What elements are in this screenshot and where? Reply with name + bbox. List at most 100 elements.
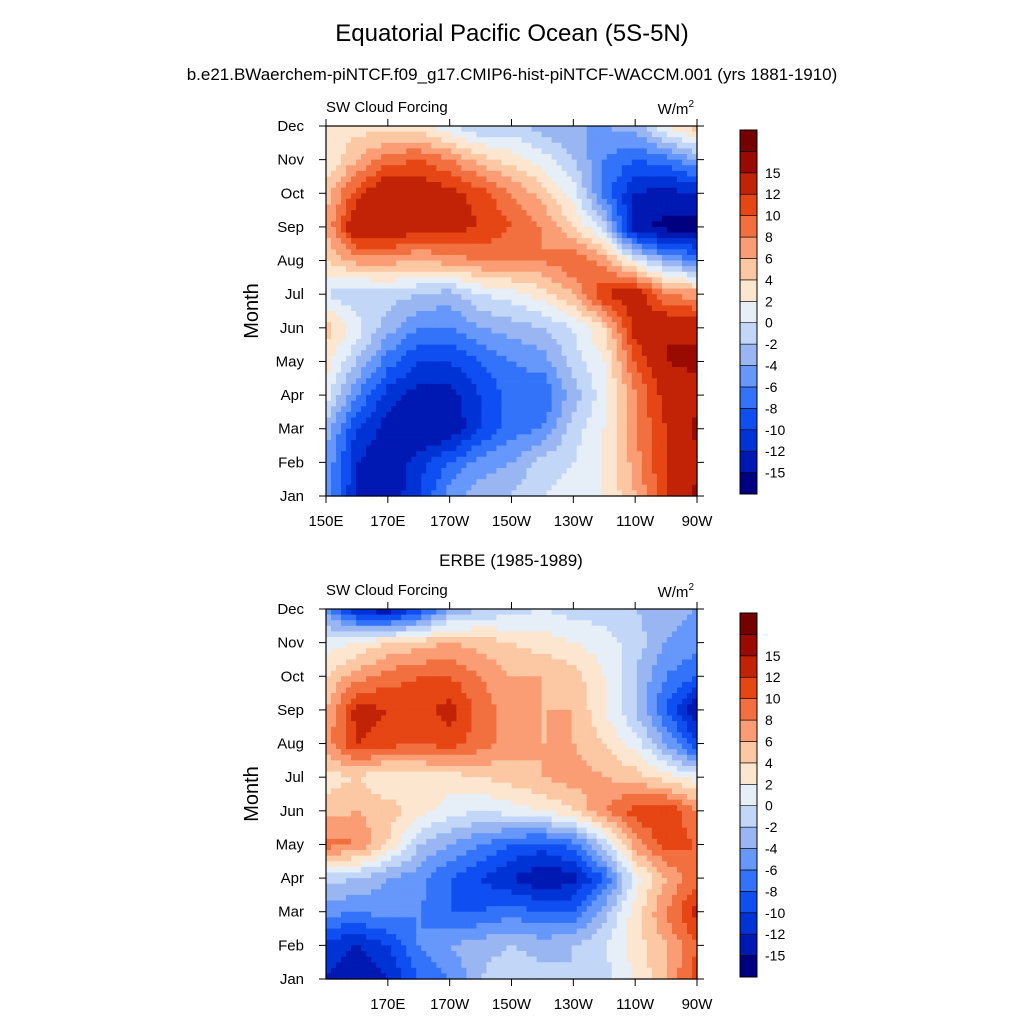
heatmap-cell — [686, 445, 693, 452]
heatmap-cell — [411, 254, 417, 262]
heatmap-cell — [331, 210, 337, 217]
heatmap-cell — [496, 389, 503, 396]
heatmap-cell — [636, 159, 643, 166]
heatmap-cell — [386, 299, 392, 306]
heatmap-cell — [531, 159, 538, 166]
heatmap-cell — [426, 479, 432, 486]
heatmap-cell — [416, 327, 422, 335]
heatmap-cell — [566, 232, 573, 239]
heatmap-cell — [346, 417, 352, 424]
heatmap-cell — [556, 361, 563, 368]
heatmap-cell — [376, 467, 382, 475]
heatmap-cell — [336, 221, 342, 228]
heatmap-cell — [521, 479, 528, 486]
heatmap-cell — [366, 198, 372, 206]
heatmap-cell — [516, 238, 523, 245]
heatmap-cell — [426, 311, 432, 318]
heatmap-cell — [421, 322, 427, 329]
heatmap-cell — [461, 282, 467, 290]
heatmap-cell — [516, 243, 523, 250]
heatmap-cell — [396, 395, 402, 402]
heatmap-cell — [566, 282, 573, 290]
heatmap-cell — [406, 159, 412, 166]
heatmap-cell — [401, 344, 407, 351]
heatmap-cell — [541, 490, 548, 497]
heatmap-cell — [591, 350, 598, 357]
heatmap-cell — [611, 350, 618, 357]
heatmap-cell — [631, 322, 638, 329]
heatmap-cell — [636, 322, 643, 329]
heatmap-cell — [656, 210, 663, 217]
heatmap-cell — [581, 490, 588, 497]
heatmap-cell — [661, 484, 668, 491]
heatmap-cell — [481, 198, 488, 206]
heatmap-cell — [461, 406, 467, 413]
heatmap-cell — [661, 170, 668, 178]
heatmap-cell — [486, 187, 493, 194]
heatmap-cell — [681, 344, 688, 351]
heatmap-cell — [341, 131, 347, 138]
heatmap-cell — [406, 389, 412, 396]
heatmap-cell — [431, 187, 437, 194]
heatmap-cell — [486, 439, 493, 447]
heatmap-cell — [616, 428, 623, 435]
heatmap-cell — [676, 361, 683, 368]
heatmap-cell — [431, 299, 437, 306]
heatmap-cell — [651, 322, 658, 329]
heatmap-cell — [596, 467, 603, 475]
colorbar-box — [739, 279, 758, 302]
heatmap-cell — [461, 226, 467, 234]
heatmap-cell — [536, 490, 543, 497]
heatmap-cell — [466, 473, 472, 480]
heatmap-cell — [631, 451, 638, 458]
heatmap-cell — [546, 378, 553, 385]
heatmap-cell — [646, 344, 653, 351]
heatmap-cell — [416, 473, 422, 480]
heatmap-cell — [581, 142, 588, 150]
heatmap-cell — [461, 288, 467, 295]
heatmap-cell — [391, 400, 397, 407]
heatmap-cell — [646, 311, 653, 318]
heatmap-cell — [561, 299, 568, 306]
heatmap-cell — [436, 165, 442, 172]
heatmap-cell — [601, 467, 608, 475]
heatmap-cell — [571, 159, 578, 166]
heatmap-cell — [476, 479, 483, 486]
heatmap-cell — [646, 445, 653, 452]
heatmap-cell — [606, 484, 613, 491]
heatmap-cell — [491, 182, 498, 189]
heatmap-cell — [681, 232, 688, 239]
heatmap-cell — [511, 383, 518, 391]
heatmap-cell — [366, 165, 372, 172]
heatmap-cell — [671, 473, 678, 480]
heatmap-cell — [571, 238, 578, 245]
heatmap-cell — [441, 344, 447, 351]
heatmap-cell — [661, 423, 668, 430]
heatmap-cell — [401, 277, 407, 284]
heatmap-cell — [476, 294, 483, 301]
heatmap-cell — [541, 243, 548, 250]
heatmap-cell — [546, 159, 553, 166]
heatmap-cell — [386, 367, 392, 374]
heatmap-cell — [361, 271, 367, 278]
heatmap-cell — [666, 198, 673, 206]
heatmap-cell — [461, 260, 467, 267]
heatmap-cell — [576, 406, 583, 413]
heatmap-cell — [671, 490, 678, 497]
heatmap-cell — [336, 322, 342, 329]
heatmap-cell — [361, 266, 367, 273]
heatmap-cell — [511, 378, 518, 385]
heatmap-cell — [691, 249, 698, 256]
heatmap-cell — [656, 294, 663, 301]
heatmap-cell — [601, 411, 608, 419]
heatmap-cell — [546, 137, 553, 144]
heatmap-cell — [521, 243, 528, 250]
heatmap-cell — [481, 221, 488, 228]
heatmap-cell — [626, 198, 633, 206]
heatmap-cell — [481, 215, 488, 222]
heatmap-cell — [521, 473, 528, 480]
heatmap-cell — [501, 249, 508, 256]
heatmap-cell — [476, 344, 483, 351]
heatmap-cell — [331, 176, 337, 183]
heatmap-cell — [326, 344, 332, 351]
